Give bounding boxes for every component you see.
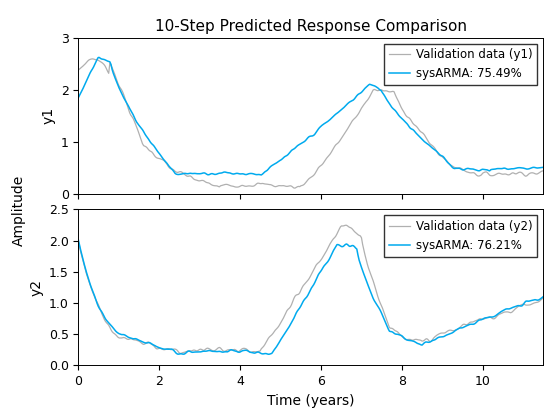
Validation data (y2) <box>540 296 547 301</box>
Line: Validation data (y2): Validation data (y2) <box>78 225 543 353</box>
sysARMA: 75.49%: (1.41, 1.42): 75.49%: (1.41, 1.42) <box>132 118 139 123</box>
sysARMA: 75.49%: (3.78, 0.393): 75.49%: (3.78, 0.393) <box>228 171 235 176</box>
X-axis label: Time (years): Time (years) <box>267 394 354 408</box>
sysARMA: 76.21%: (11.5, 1.1): 76.21%: (11.5, 1.1) <box>540 294 547 299</box>
sysARMA: 76.21%: (0, 2.01): 76.21%: (0, 2.01) <box>75 238 82 243</box>
Title: 10-Step Predicted Response Comparison: 10-Step Predicted Response Comparison <box>155 19 467 34</box>
Validation data (y1) <box>89 56 96 61</box>
Line: sysARMA: 76.21%: sysARMA: 76.21% <box>78 240 543 354</box>
Validation data (y1) <box>132 121 139 126</box>
Validation data (y1) <box>292 186 298 191</box>
Validation data (y2) <box>178 351 184 356</box>
Validation data (y2) <box>343 223 349 228</box>
Validation data (y1) <box>540 168 547 173</box>
sysARMA: 75.49%: (8.36, 1.16): 75.49%: (8.36, 1.16) <box>413 131 419 136</box>
Validation data (y1) <box>260 181 267 186</box>
sysARMA: 76.21%: (3.75, 0.243): 76.21%: (3.75, 0.243) <box>226 348 233 353</box>
sysARMA: 75.49%: (0, 1.85): 75.49%: (0, 1.85) <box>75 95 82 100</box>
Validation data (y2) <box>260 344 267 349</box>
Validation data (y1) <box>370 87 376 92</box>
sysARMA: 75.49%: (8.42, 1.12): 75.49%: (8.42, 1.12) <box>415 133 422 138</box>
Line: Validation data (y1): Validation data (y1) <box>78 59 543 188</box>
Legend: Validation data (y2), sysARMA: 76.21%: Validation data (y2), sysARMA: 76.21% <box>384 215 537 257</box>
Validation data (y1) <box>413 123 419 129</box>
Legend: Validation data (y1), sysARMA: 75.49%: Validation data (y1), sysARMA: 75.49% <box>384 44 537 85</box>
sysARMA: 76.21%: (7.26, 1.12): 76.21%: (7.26, 1.12) <box>368 293 375 298</box>
sysARMA: 76.21%: (4.55, 0.184): 76.21%: (4.55, 0.184) <box>259 352 266 357</box>
sysARMA: 75.49%: (4.53, 0.363): 75.49%: (4.53, 0.363) <box>258 173 265 178</box>
sysARMA: 75.49%: (11.5, 0.509): 75.49%: (11.5, 0.509) <box>540 165 547 170</box>
sysARMA: 75.49%: (0.49, 2.62): 75.49%: (0.49, 2.62) <box>95 55 101 60</box>
Validation data (y2) <box>413 337 419 342</box>
sysARMA: 76.21%: (4.7, 0.179): 76.21%: (4.7, 0.179) <box>265 352 272 357</box>
Validation data (y2) <box>75 239 82 244</box>
Validation data (y1) <box>228 184 235 189</box>
Validation data (y2) <box>370 278 376 283</box>
Validation data (y1) <box>415 127 422 132</box>
Text: Amplitude: Amplitude <box>12 174 26 246</box>
sysARMA: 76.21%: (8.33, 0.376): 76.21%: (8.33, 0.376) <box>412 339 418 344</box>
Y-axis label: y2: y2 <box>29 279 43 296</box>
Validation data (y2) <box>415 337 422 342</box>
Line: sysARMA: 75.49%: sysARMA: 75.49% <box>78 58 543 175</box>
sysARMA: 75.49%: (4.61, 0.421): 75.49%: (4.61, 0.421) <box>262 169 268 174</box>
Validation data (y2) <box>228 347 235 352</box>
sysARMA: 75.49%: (7.29, 2.08): 75.49%: (7.29, 2.08) <box>370 83 376 88</box>
Validation data (y2) <box>131 337 138 342</box>
Validation data (y1) <box>75 68 82 73</box>
Y-axis label: y1: y1 <box>41 107 55 124</box>
sysARMA: 76.21%: (8.39, 0.353): 76.21%: (8.39, 0.353) <box>414 341 421 346</box>
sysARMA: 76.21%: (1.38, 0.427): 76.21%: (1.38, 0.427) <box>131 336 138 341</box>
